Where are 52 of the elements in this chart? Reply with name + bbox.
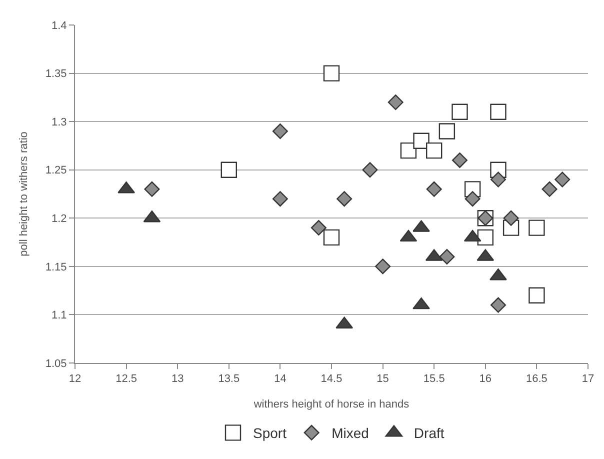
point <box>220 162 237 178</box>
point <box>272 123 288 139</box>
point <box>503 210 519 226</box>
point <box>388 94 404 110</box>
x-tick-label: 16.5 <box>526 373 548 386</box>
point <box>554 172 570 188</box>
x-tick-label: 16 <box>479 373 492 386</box>
x-tick-label: 13.5 <box>218 373 240 386</box>
y-axis-title: poll height to withers ratio <box>18 132 30 256</box>
point <box>452 104 468 120</box>
point <box>477 229 494 246</box>
point <box>438 123 456 140</box>
point <box>464 191 480 207</box>
y-tick-label: 1.1 <box>52 310 67 322</box>
y-tick-label: 1.2 <box>52 212 67 225</box>
point <box>542 181 558 197</box>
point <box>310 220 326 236</box>
point <box>272 191 288 207</box>
x-tick-label: 12 <box>68 373 82 386</box>
point <box>336 191 352 207</box>
x-axis-title: withers height of horse in hands <box>252 398 410 410</box>
point <box>426 142 442 159</box>
x-tick-label: 14 <box>274 373 286 386</box>
point <box>323 229 340 246</box>
point <box>439 249 455 265</box>
x-tick-label: 15.5 <box>423 373 445 386</box>
x-tick-label: 14.5 <box>320 373 342 386</box>
y-tick-label: 1.15 <box>45 261 67 274</box>
y-tick-label: 1.25 <box>45 164 67 177</box>
point <box>490 172 506 188</box>
point <box>528 220 545 236</box>
legend-label: Sport <box>253 425 287 442</box>
point <box>490 297 506 313</box>
y-tick-label: 1.3 <box>52 116 67 128</box>
x-tick-label: 13 <box>171 373 184 386</box>
legend-label: Mixed <box>332 425 369 442</box>
point <box>362 162 378 178</box>
point <box>490 104 506 120</box>
point <box>426 181 442 197</box>
point <box>375 258 391 274</box>
point <box>452 152 468 168</box>
point <box>528 287 545 304</box>
point <box>413 132 430 149</box>
y-tick-label: 1.4 <box>52 20 67 32</box>
x-tick-label: 12.5 <box>116 373 138 386</box>
x-tick-label: 15 <box>376 373 389 386</box>
point <box>323 65 340 82</box>
y-tick-label: 1.35 <box>45 68 67 80</box>
y-tick-label: 1.05 <box>45 358 67 370</box>
x-tick-label: 17 <box>582 373 594 386</box>
legend-label: Draft <box>414 425 444 442</box>
point <box>144 181 160 197</box>
